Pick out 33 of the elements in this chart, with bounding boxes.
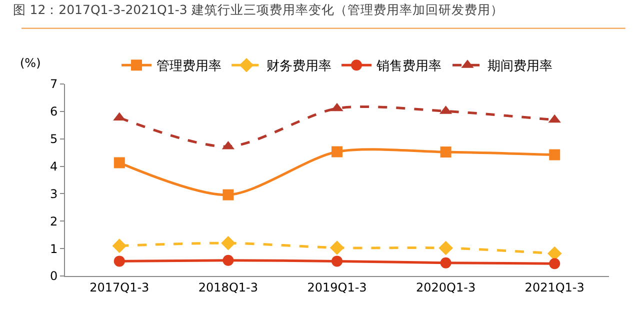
y-tick-label: 5 (50, 132, 58, 146)
point (114, 256, 125, 267)
x-tick-label: 2017Q1-3 (90, 280, 150, 294)
legend-label: 销售费用率 (376, 58, 442, 74)
y-tick-label: 2 (50, 214, 58, 228)
point (549, 258, 560, 270)
point (332, 256, 342, 267)
y-tick-label: 0 (50, 269, 58, 284)
point (440, 257, 452, 268)
point (332, 146, 342, 158)
legend-label: 财务费用率 (266, 58, 332, 74)
x-tick-label: 2018Q1-3 (198, 280, 258, 294)
y-tick-label: 1 (50, 242, 58, 256)
y-tick-label: 6 (50, 104, 58, 119)
y-tick-label: 7 (50, 77, 58, 92)
y-tick-label: 3 (50, 186, 58, 201)
x-tick-label: 2019Q1-3 (307, 280, 367, 294)
point (222, 254, 234, 266)
legend-label: 期间费用率 (488, 58, 552, 74)
point (440, 146, 452, 158)
point (438, 240, 453, 256)
y-axis-title: (%) (20, 56, 41, 70)
point (221, 236, 236, 250)
x-tick-label: 2021Q1-3 (524, 280, 584, 294)
point (112, 238, 127, 253)
y-tick-label: 4 (50, 159, 58, 174)
legend-label: 管理费用率 (156, 58, 222, 74)
point (222, 189, 234, 200)
x-tick-label: 2020Q1-3 (416, 280, 476, 294)
chart-title: 图 12：2017Q1-3-2021Q1-3 建筑行业三项费用率变化（管理费用率加回研发费用） (12, 2, 504, 17)
point (114, 157, 125, 168)
point (330, 240, 344, 255)
point (549, 149, 560, 160)
